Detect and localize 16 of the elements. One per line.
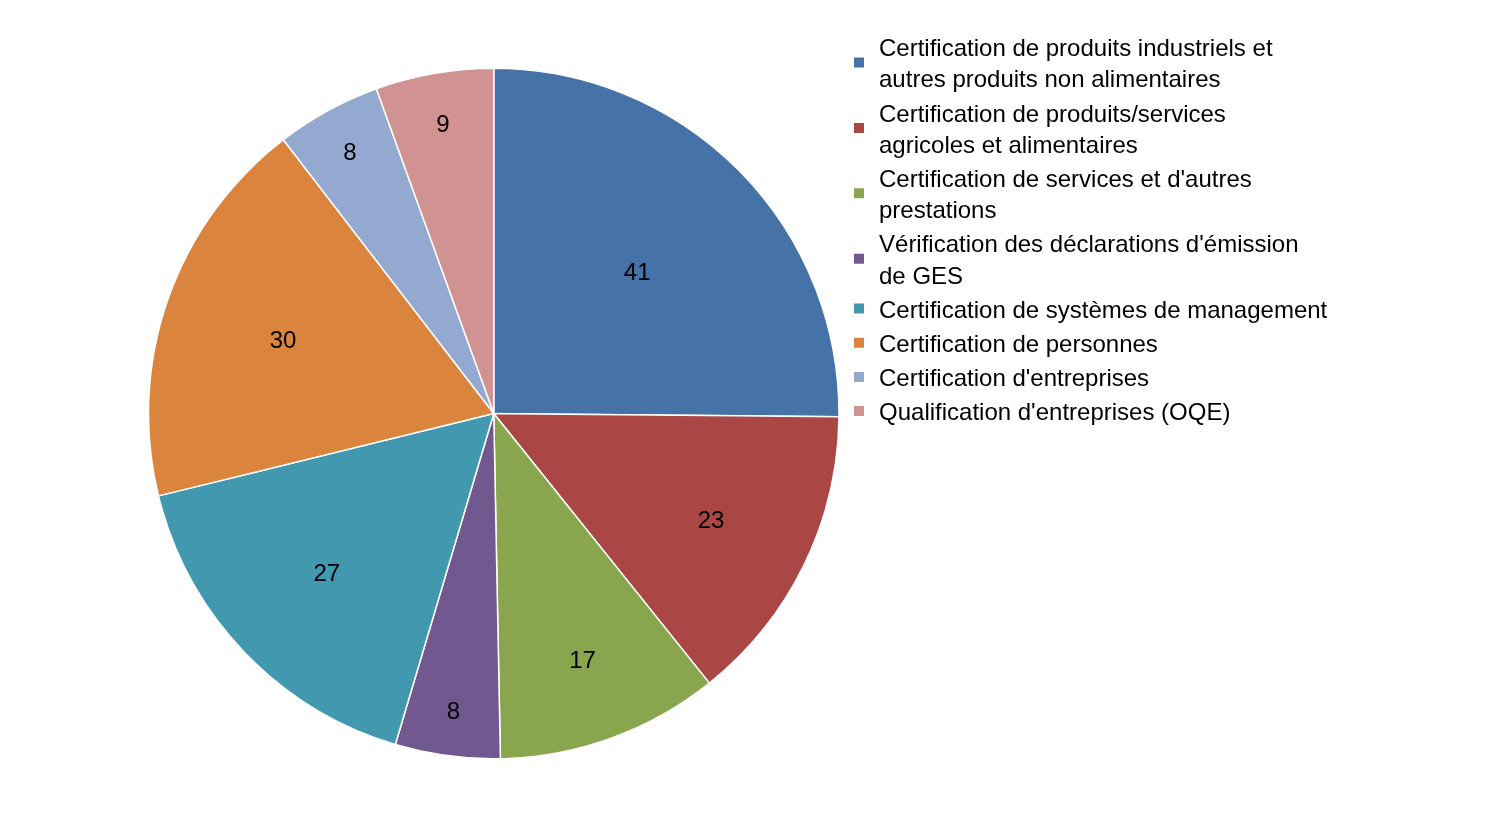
data-label: 17 <box>569 645 596 673</box>
data-label: 27 <box>313 559 341 587</box>
data-label: 9 <box>436 109 450 137</box>
data-label: 8 <box>343 137 357 165</box>
data-label: 23 <box>697 505 725 533</box>
data-label: 8 <box>446 696 461 724</box>
legend-label: Qualification d'entreprises (OQE) <box>879 398 1231 426</box>
legend-label: Certification de produits industriels et autres produits non alimentaires <box>879 34 1273 93</box>
legend-label: Certification de systèmes de management <box>879 295 1328 323</box>
legend-label: Vérification des déclarations d'émission de GES <box>879 230 1299 289</box>
legend-label: Certification de services et d'autres prestations <box>879 165 1252 224</box>
legend-label: Certification d'entreprises <box>879 364 1150 392</box>
legend-label: Certification de produits/services agricoles et alimentaires <box>879 99 1226 158</box>
data-label: 41 <box>623 257 651 285</box>
data-label: 30 <box>269 326 297 354</box>
legend-label: Certification de personnes <box>879 330 1158 358</box>
